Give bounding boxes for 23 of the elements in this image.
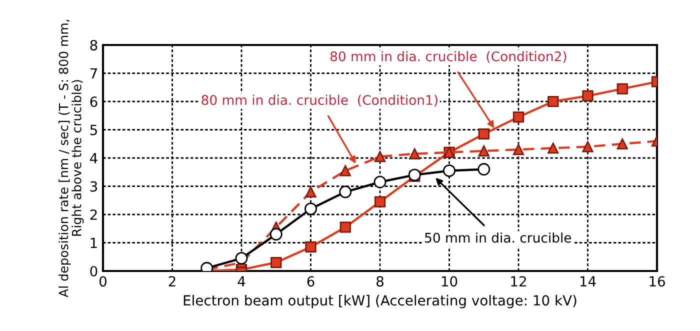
x-tick-label: 12 <box>511 276 526 286</box>
x-tick-label: 6 <box>307 276 314 287</box>
x-tick-label: 8 <box>376 276 384 287</box>
y-tick-label: 5 <box>90 124 97 136</box>
annotation: 80 mm in dia. crucible (Condition2) <box>330 51 566 63</box>
y-tick-label: 4 <box>90 153 98 164</box>
y-tick-label: 8 <box>90 40 98 50</box>
y-tick-label: 0 <box>90 266 98 276</box>
x-axis-title: Electron beam output [kW] (Accelerating voltage: 10 kV) <box>184 294 576 308</box>
y-axis-title: Al deposition rate [nm / sec] (T - S: 800 mm, Right above the crucible) <box>58 20 84 298</box>
y-tick-label: 7 <box>90 68 97 79</box>
x-tick-label: 4 <box>238 276 246 286</box>
y-tick-label: 2 <box>90 209 97 220</box>
y-tick-label: 6 <box>90 96 98 107</box>
y-tick-label: 3 <box>90 181 98 192</box>
x-tick-label: 0 <box>99 276 106 287</box>
x-tick-label: 16 <box>650 276 665 287</box>
annotation: 50 mm in dia. crucible <box>425 232 572 243</box>
annotation: 80 mm in dia. crucible (Condition1) <box>202 94 438 107</box>
y-tick-label: 1 <box>90 238 97 248</box>
x-tick-label: 2 <box>168 276 176 286</box>
x-tick-label: 14 <box>580 276 596 286</box>
x-tick-label: 10 <box>442 276 458 287</box>
